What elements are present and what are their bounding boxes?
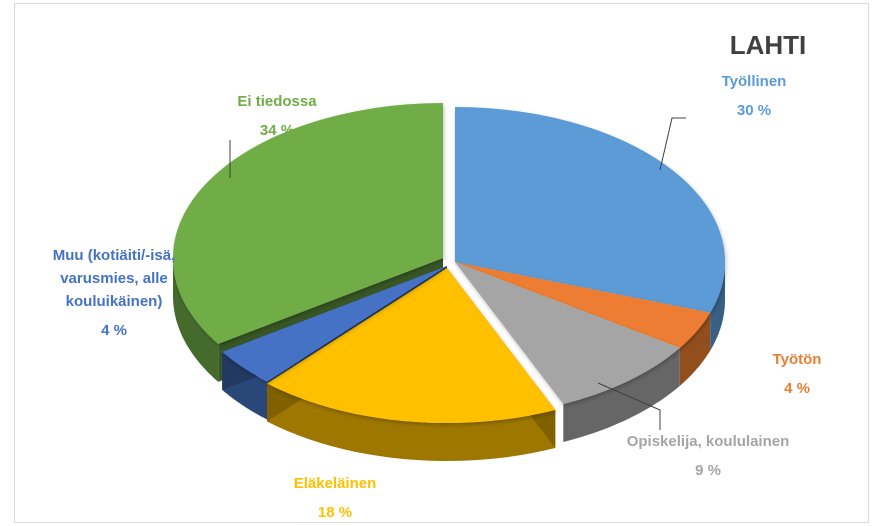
pie-slice-1 <box>455 262 711 348</box>
slices-layer <box>172 103 726 461</box>
pie-slice-side-3 <box>267 383 556 461</box>
slice-value-2: 9 % <box>695 462 721 479</box>
pie-slice-5 <box>172 103 443 344</box>
leader-lines <box>229 117 686 430</box>
leader-line-2 <box>597 382 661 430</box>
chart-title: LAHTI <box>730 30 807 60</box>
pie-slice-side-1 <box>679 312 711 386</box>
labels-layer: Työllinen 30 % Työtön 4 % Opiskelija, koulul… <box>53 73 822 521</box>
pie-slice-4 <box>222 266 447 382</box>
slice-value-0: 30 % <box>737 102 771 119</box>
pie-slice-2 <box>455 262 680 404</box>
slice-value-5: 34 % <box>260 122 294 139</box>
pie-slice-side-5 <box>173 258 219 382</box>
pie-slice-side-0 <box>710 262 725 351</box>
slice-label-0: Työllinen 30 % <box>722 73 787 119</box>
slice-value-1: 4 % <box>784 380 810 397</box>
slice-label-3: Eläkeläinen 18 % <box>294 475 377 521</box>
slice-label-5: Ei tiedossa 34 % <box>237 93 317 139</box>
pie-slice-3 <box>267 268 556 424</box>
pie-slice-side-2 <box>563 347 680 442</box>
leader-line-0 <box>659 117 686 171</box>
slice-label-4: Muu (kotiäiti/-isä, varusmies, alle koului… <box>53 247 176 339</box>
slice-value-3: 18 % <box>318 504 352 521</box>
slice-label-1: Työtön 4 % <box>773 351 822 397</box>
slice-label-2: Opiskelija, koululainen 9 % <box>627 433 790 479</box>
slice-value-4: 4 % <box>101 322 127 339</box>
pie-slice-0 <box>455 106 726 313</box>
